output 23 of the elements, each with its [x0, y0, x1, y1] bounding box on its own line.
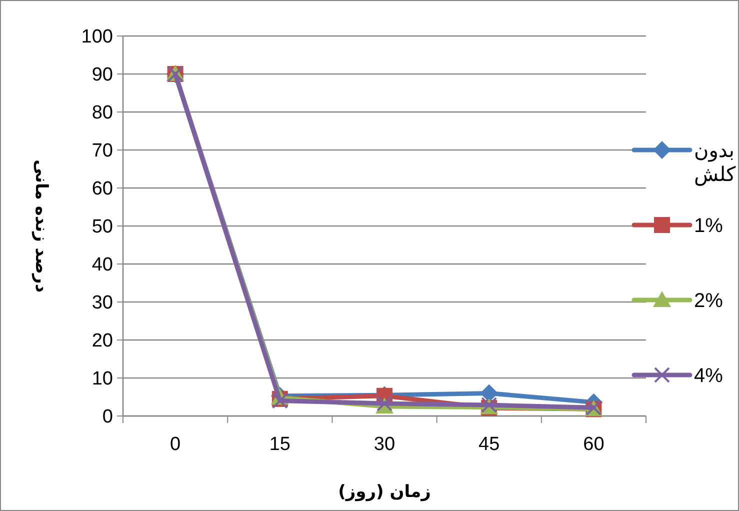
x-tick-label: 15 — [269, 434, 290, 455]
point — [480, 384, 498, 402]
y-tick-label: 90 — [92, 64, 113, 86]
y-tick-label: 70 — [92, 140, 113, 162]
x-tick-label: 60 — [583, 434, 604, 455]
y-tick-label: 60 — [92, 178, 113, 200]
x-tick-label: 45 — [478, 434, 500, 455]
x-tick-label: 0 — [170, 434, 181, 455]
legend-label: بدون کلش — [694, 140, 736, 186]
y-tick-label: 50 — [92, 216, 113, 238]
y-tick-label: 10 — [92, 368, 113, 390]
y-axis-title: درصد زنده مانی — [31, 159, 51, 293]
y-tick-label: 0 — [102, 406, 113, 428]
y-tick-label: 100 — [81, 26, 113, 48]
legend-label: 4% — [694, 365, 724, 387]
x-axis-title: زمان (روز) — [338, 482, 431, 502]
legend-label: 1% — [694, 215, 724, 237]
y-tick-label: 40 — [92, 254, 113, 276]
y-tick-label: 30 — [92, 292, 113, 314]
y-tick-label: 20 — [92, 330, 113, 352]
x-tick-label: 30 — [374, 434, 396, 455]
legend-label: 2% — [694, 290, 724, 312]
y-tick-label: 80 — [92, 102, 113, 124]
